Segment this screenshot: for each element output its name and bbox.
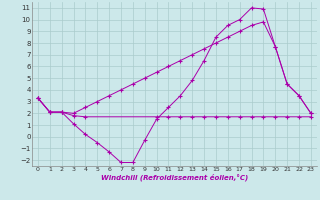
X-axis label: Windchill (Refroidissement éolien,°C): Windchill (Refroidissement éolien,°C) [101,174,248,181]
